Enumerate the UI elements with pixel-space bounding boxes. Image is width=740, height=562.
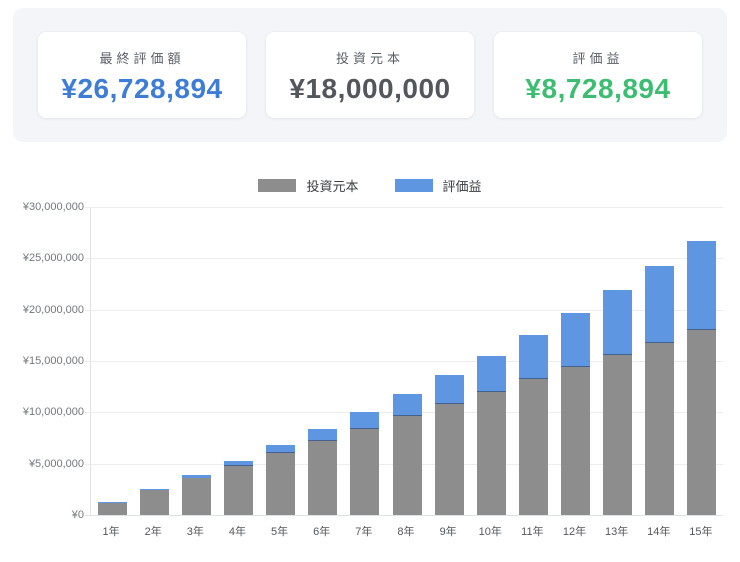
gridline [85,309,723,311]
stacked-bar-13年[interactable] [603,290,633,515]
stacked-bar-10年[interactable] [476,355,506,515]
stacked-bar-2年[interactable] [139,489,169,515]
stacked-bar-1年[interactable] [97,502,127,515]
bar-segment-1 [181,475,211,479]
x-tick-label: 7年 [355,526,373,538]
plot-area [85,207,723,516]
bar-segment-0 [181,478,211,515]
y-tick-label: ¥20,000,000 [22,303,84,316]
stacked-bar-5年[interactable] [266,445,296,515]
legend-swatch-icon [258,178,297,192]
final-value-amount: ¥26,728,894 [61,72,223,104]
bar-segment-0 [561,367,591,515]
stacked-bar-8年[interactable] [392,394,422,515]
chart-legend: 投資元本 評価益 [0,174,740,196]
stacked-bar-9年[interactable] [434,375,464,515]
bar-segment-0 [476,391,506,515]
bar-segment-0 [308,441,338,515]
x-axis-labels: 1年 2年 3年 4年 5年 6年 7年 8年 9年 10年 11年 12年 13年 14年 15年 [90,523,722,539]
y-tick-label: ¥5,000,000 [28,457,84,470]
legend-label: 評価益 [442,178,482,194]
bar-segment-0 [687,330,717,515]
x-tick-label: 12年 [562,526,587,538]
x-tick-label: 9年 [439,526,457,538]
summary-panel: 最終評価額 ¥26,728,894 投資元本 ¥18,000,000 評価益 ¥… [13,8,727,142]
y-tick-label: ¥25,000,000 [22,252,84,265]
bar-segment-1 [645,265,675,343]
stacked-bar-7年[interactable] [350,412,380,515]
stacked-bar-11年[interactable] [518,334,548,515]
gridline [85,258,723,260]
x-tick-label: 5年 [271,526,289,538]
bar-segment-1 [687,240,717,331]
legend-item-1[interactable]: 評価益 [394,176,482,195]
bar-segment-1 [350,412,380,429]
x-tick-label: 11年 [521,526,544,538]
bar-segment-1 [476,355,506,392]
bar-segment-1 [561,313,591,368]
bar-segment-0 [603,354,633,515]
y-tick-label: ¥10,000,000 [22,406,84,419]
principal-label: 投資元本 [335,50,404,66]
bar-segment-1 [223,460,253,466]
x-tick-label: 8年 [397,526,415,538]
legend-label: 投資元本 [306,178,359,194]
y-tick-label: ¥15,000,000 [22,355,84,367]
legend-swatch-icon [394,178,433,192]
bar-segment-0 [392,416,422,515]
gridline [85,361,723,362]
bar-segment-0 [223,465,253,515]
bar-segment-1 [392,394,422,417]
bar-segment-0 [518,379,548,515]
final-value-label: 最終評価額 [99,50,185,66]
x-tick-label: 1年 [102,526,120,538]
x-tick-label: 10年 [478,526,502,538]
bar-segment-1 [603,290,633,355]
stacked-bar-6年[interactable] [308,429,338,515]
bar-segment-1 [139,489,169,491]
stacked-bar-4年[interactable] [223,460,253,515]
stacked-bar-15年[interactable] [687,240,717,515]
x-tick-label: 2年 [144,526,162,538]
x-tick-label: 15年 [689,526,713,538]
stacked-bar-14年[interactable] [645,265,675,515]
stacked-bar-12年[interactable] [561,313,591,515]
summary-card-gain: 評価益 ¥8,728,894 [494,32,702,118]
y-tick-label: ¥30,000,000 [22,201,84,213]
principal-amount: ¥18,000,000 [289,72,451,104]
x-tick-label: 14年 [647,526,671,538]
bar-segment-0 [97,502,127,515]
bar-segment-1 [434,375,464,405]
x-tick-label: 6年 [313,526,331,538]
x-tick-label: 4年 [228,526,247,538]
summary-card-final-value: 最終評価額 ¥26,728,894 [38,32,246,118]
summary-card-principal: 投資元本 ¥18,000,000 [266,32,474,118]
bar-segment-1 [266,445,296,454]
gridline [85,207,723,208]
zero-tick [85,515,91,516]
x-tick-label: 13年 [605,526,629,538]
bar-segment-0 [139,490,169,515]
gain-label: 評価益 [572,50,624,66]
y-tick-label: ¥0 [71,509,84,521]
bar-segment-0 [645,342,675,515]
bar-segment-0 [350,428,380,515]
x-tick-label: 3年 [186,526,204,538]
gain-amount: ¥8,728,894 [525,72,671,104]
bar-segment-0 [434,404,464,515]
bar-segment-0 [266,453,296,515]
y-axis-labels: ¥0 ¥5,000,000 ¥10,000,000 ¥15,000,000 ¥20,00… [0,201,84,521]
legend-item-0[interactable]: 投資元本 [258,176,359,195]
bar-segment-1 [308,429,338,442]
stacked-bar-3年[interactable] [181,475,211,515]
bar-segment-1 [518,334,548,380]
